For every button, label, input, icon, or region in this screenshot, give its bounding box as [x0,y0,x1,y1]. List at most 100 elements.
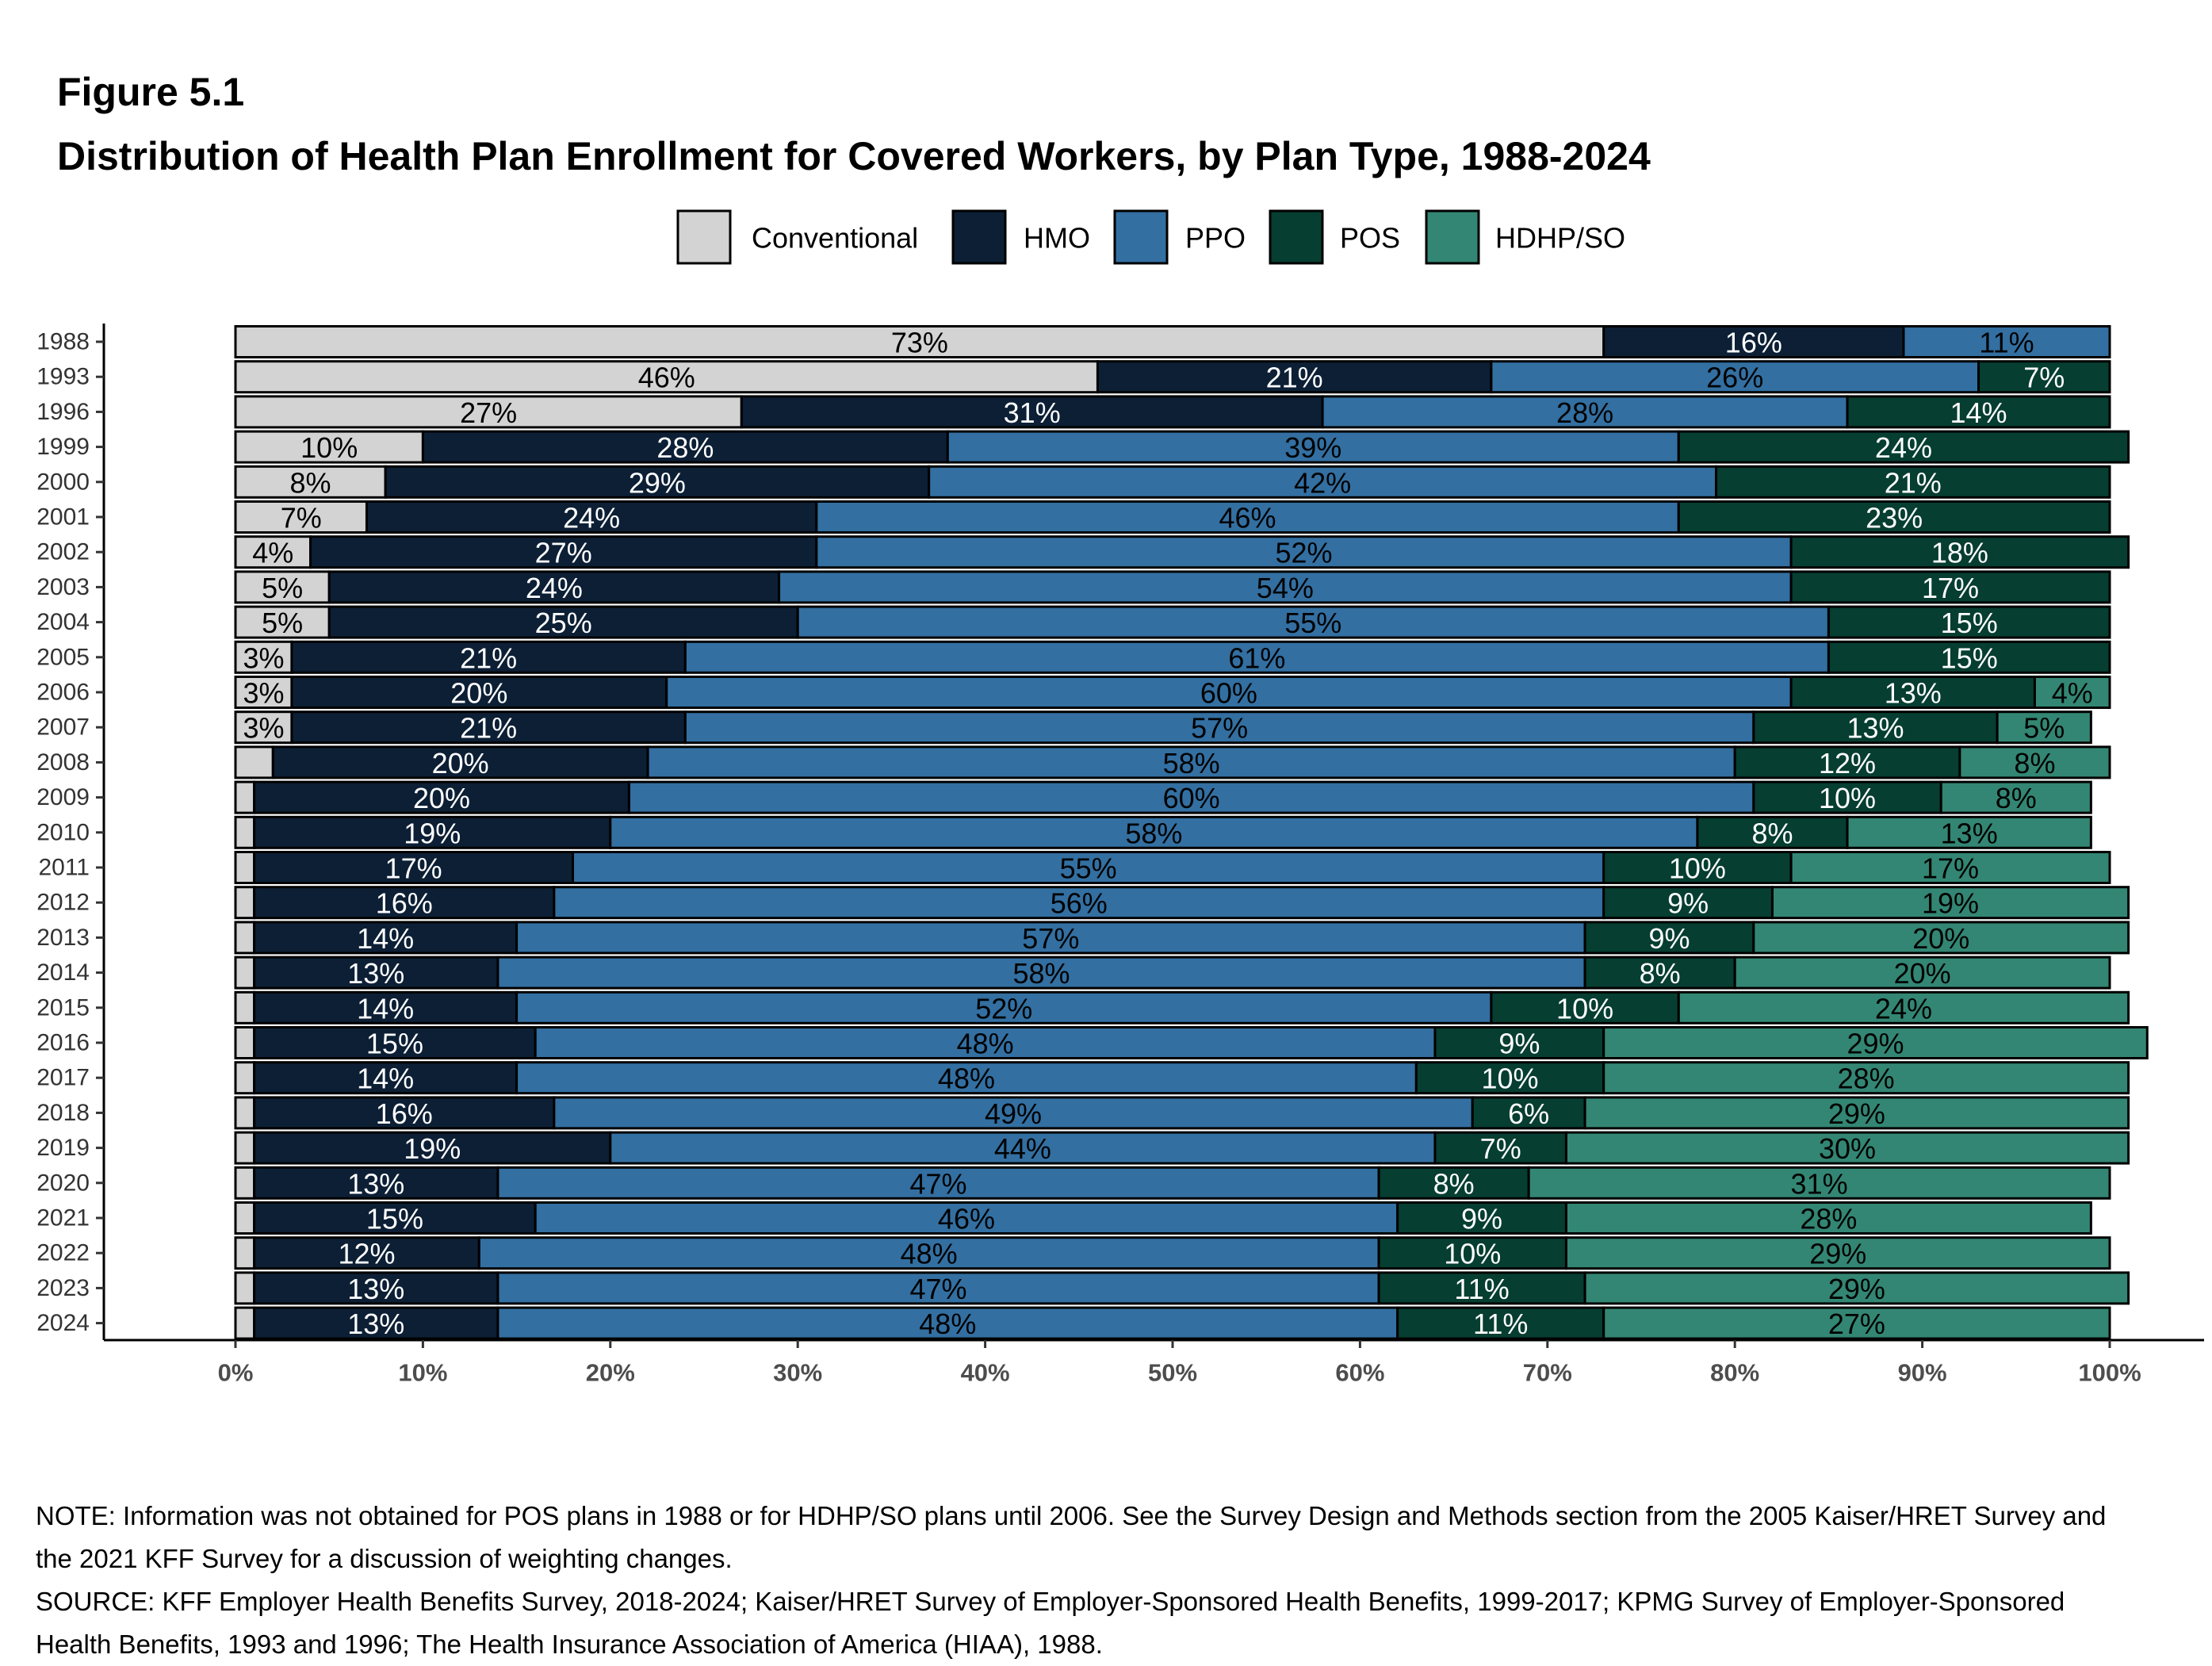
bar-segment [234,395,743,429]
legend-label: POS [1340,222,1400,255]
bar-value-label: 58% [1125,817,1182,849]
bar-segment [365,500,818,534]
x-tick-label: 70% [1523,1359,1572,1387]
bar-segment [1827,605,2111,639]
bar-value-label: 8% [1640,957,1681,990]
bar-value-label: 19% [404,817,461,849]
bar-value-label: 10% [1556,992,1613,1024]
chart-title: Distribution of Health Plan Enrollment f… [57,134,1651,178]
bar-value-label: 57% [1022,922,1079,955]
bar-value-label: 29% [1809,1238,1866,1270]
bar-value-label: 7% [2023,362,2065,394]
bar-value-label: 5% [262,572,303,604]
bar-value-label: 15% [1941,607,1998,639]
bar-value-label: 29% [629,466,686,499]
bar-value-label: 10% [300,431,358,464]
y-tick-label: 2014 [36,959,90,986]
bar-segment [1583,921,1755,955]
y-tick-label: 2015 [36,994,90,1021]
bar-value-label: 28% [1556,396,1613,429]
y-tick-label: 2016 [36,1030,90,1056]
bar-segment [553,1096,1474,1130]
legend-swatch [951,209,1007,265]
bar-value-label: 21% [460,642,517,674]
bar-segment [496,1271,1380,1305]
bar-segment [253,1131,612,1165]
bar-value-label: 20% [450,677,507,710]
bar-segment [327,605,799,639]
bar-value-label: 25% [535,607,592,639]
y-tick-label: 1996 [36,399,90,425]
bar-value-label: 4% [252,537,293,569]
bar-value-label: 3% [243,642,284,674]
bar-value-label: 14% [357,992,414,1024]
bar-value-label: 10% [1819,782,1876,814]
bar-value-label: 9% [1498,1028,1540,1060]
bar-segment [1752,921,2130,955]
bar-segment [234,780,256,814]
legend-label: PPO [1185,222,1246,255]
bar-value-label: 49% [985,1097,1042,1130]
bar-segment [234,851,256,884]
bar-value-label: 29% [1828,1097,1885,1130]
bar-value-label: 19% [404,1132,461,1165]
bar-segment [253,1061,519,1095]
bar-segment [1433,1026,1605,1059]
legend-label: HDHP/SO [1495,222,1625,255]
bar-value-label: 27% [460,396,517,429]
y-tick-label: 2005 [36,644,90,670]
bar-value-label: 7% [1480,1132,1521,1165]
bar-segment [234,1026,256,1059]
bar-segment [234,956,256,990]
bar-value-label: 73% [891,327,948,359]
bar-segment [253,886,556,920]
bar-value-label: 20% [413,782,470,814]
bar-segment [515,921,1586,955]
y-tick-label: 2004 [36,609,90,635]
bar-value-label: 17% [1922,572,1979,604]
y-tick-label: 1988 [36,329,90,355]
bar-value-label: 12% [338,1238,395,1270]
bar-segment [1396,1306,1605,1340]
bar-segment [1414,1061,1605,1095]
bar-segment [1490,990,1680,1024]
bar-segment [234,710,293,745]
y-tick-label: 2022 [36,1240,90,1266]
bar-value-label: 4% [2052,677,2093,710]
bar-segment [234,360,1099,394]
bar-segment [1096,360,1493,394]
x-tick-label: 0% [218,1359,254,1387]
y-tick-label: 2006 [36,680,90,706]
note: NOTE: Information was not obtained for P… [36,1501,2107,1573]
bar-value-label: 21% [1885,466,1942,499]
bar-segment [1902,325,2111,358]
bar-segment [253,1236,480,1270]
y-tick-label: 2003 [36,574,90,600]
bar-segment [253,990,519,1024]
bar-value-label: 47% [909,1167,966,1200]
bar-value-label: 58% [1163,747,1220,779]
bar-segment [253,780,630,814]
bar-segment [1996,710,2092,745]
bar-value-label: 52% [975,992,1032,1024]
bar-segment [1583,1096,2130,1130]
bar-value-label: 6% [1508,1097,1549,1130]
bar-value-label: 24% [563,502,620,534]
bar-value-label: 14% [357,922,414,955]
bar-value-label: 20% [432,747,489,779]
y-tick-label: 2017 [36,1065,90,1091]
y-tick-label: 2024 [36,1310,90,1336]
bar-value-label: 31% [1004,396,1061,429]
bar-value-label: 19% [1922,887,1979,920]
bar-value-label: 60% [1163,782,1220,814]
bar-value-label: 5% [2023,712,2065,745]
bar-value-label: 13% [347,1308,404,1340]
y-tick-label: 2008 [36,749,90,776]
bar-segment [740,395,1324,429]
bar-value-label: 55% [1060,852,1117,885]
y-tick-label: 2009 [36,784,90,810]
legend-swatch [1113,209,1169,265]
bar-segment [253,815,612,849]
bar-segment [1846,815,2092,849]
